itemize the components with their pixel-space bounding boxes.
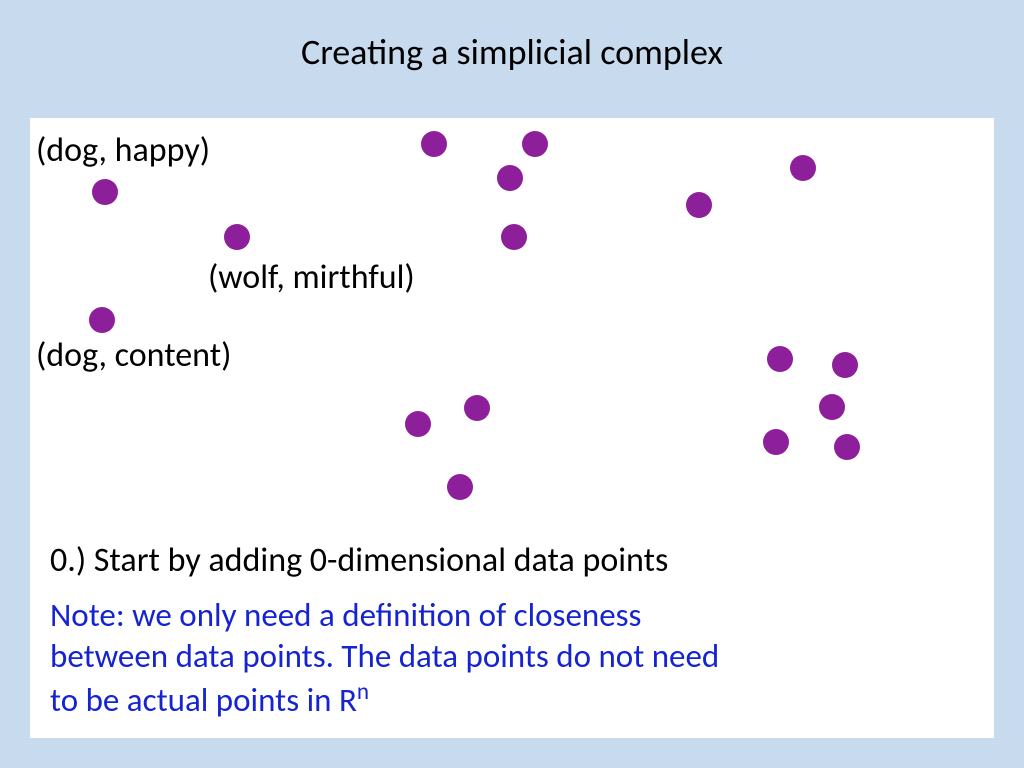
slide-title: Creating a simplicial complex	[0, 30, 1024, 74]
step-text: 0.) Start by adding 0-dimensional data p…	[50, 540, 668, 581]
data-point	[767, 346, 793, 372]
data-point	[405, 411, 431, 437]
data-point	[834, 434, 860, 460]
data-point	[501, 224, 527, 250]
data-point	[686, 192, 712, 218]
data-point	[421, 131, 447, 157]
data-point	[464, 395, 490, 421]
point-label: (wolf, mirthful)	[208, 257, 415, 298]
note-line: to be actual points in Rn	[50, 678, 719, 721]
data-point	[763, 429, 789, 455]
note-text: Note: we only need a definition of close…	[50, 595, 719, 721]
note-line: Note: we only need a definition of close…	[50, 595, 719, 636]
data-point	[224, 224, 250, 250]
data-point	[819, 394, 845, 420]
data-point	[447, 474, 473, 500]
note-superscript: n	[357, 678, 369, 706]
data-point	[832, 352, 858, 378]
data-point	[790, 155, 816, 181]
point-label: (dog, happy)	[36, 130, 210, 171]
note-line: between data points. The data points do …	[50, 636, 719, 677]
note-line-text: to be actual points in R	[50, 680, 357, 720]
data-point	[92, 179, 118, 205]
slide: Creating a simplicial complex (dog, happ…	[0, 0, 1024, 768]
point-label: (dog, content)	[36, 335, 231, 376]
data-point	[89, 307, 115, 333]
data-point	[522, 131, 548, 157]
data-point	[497, 165, 523, 191]
